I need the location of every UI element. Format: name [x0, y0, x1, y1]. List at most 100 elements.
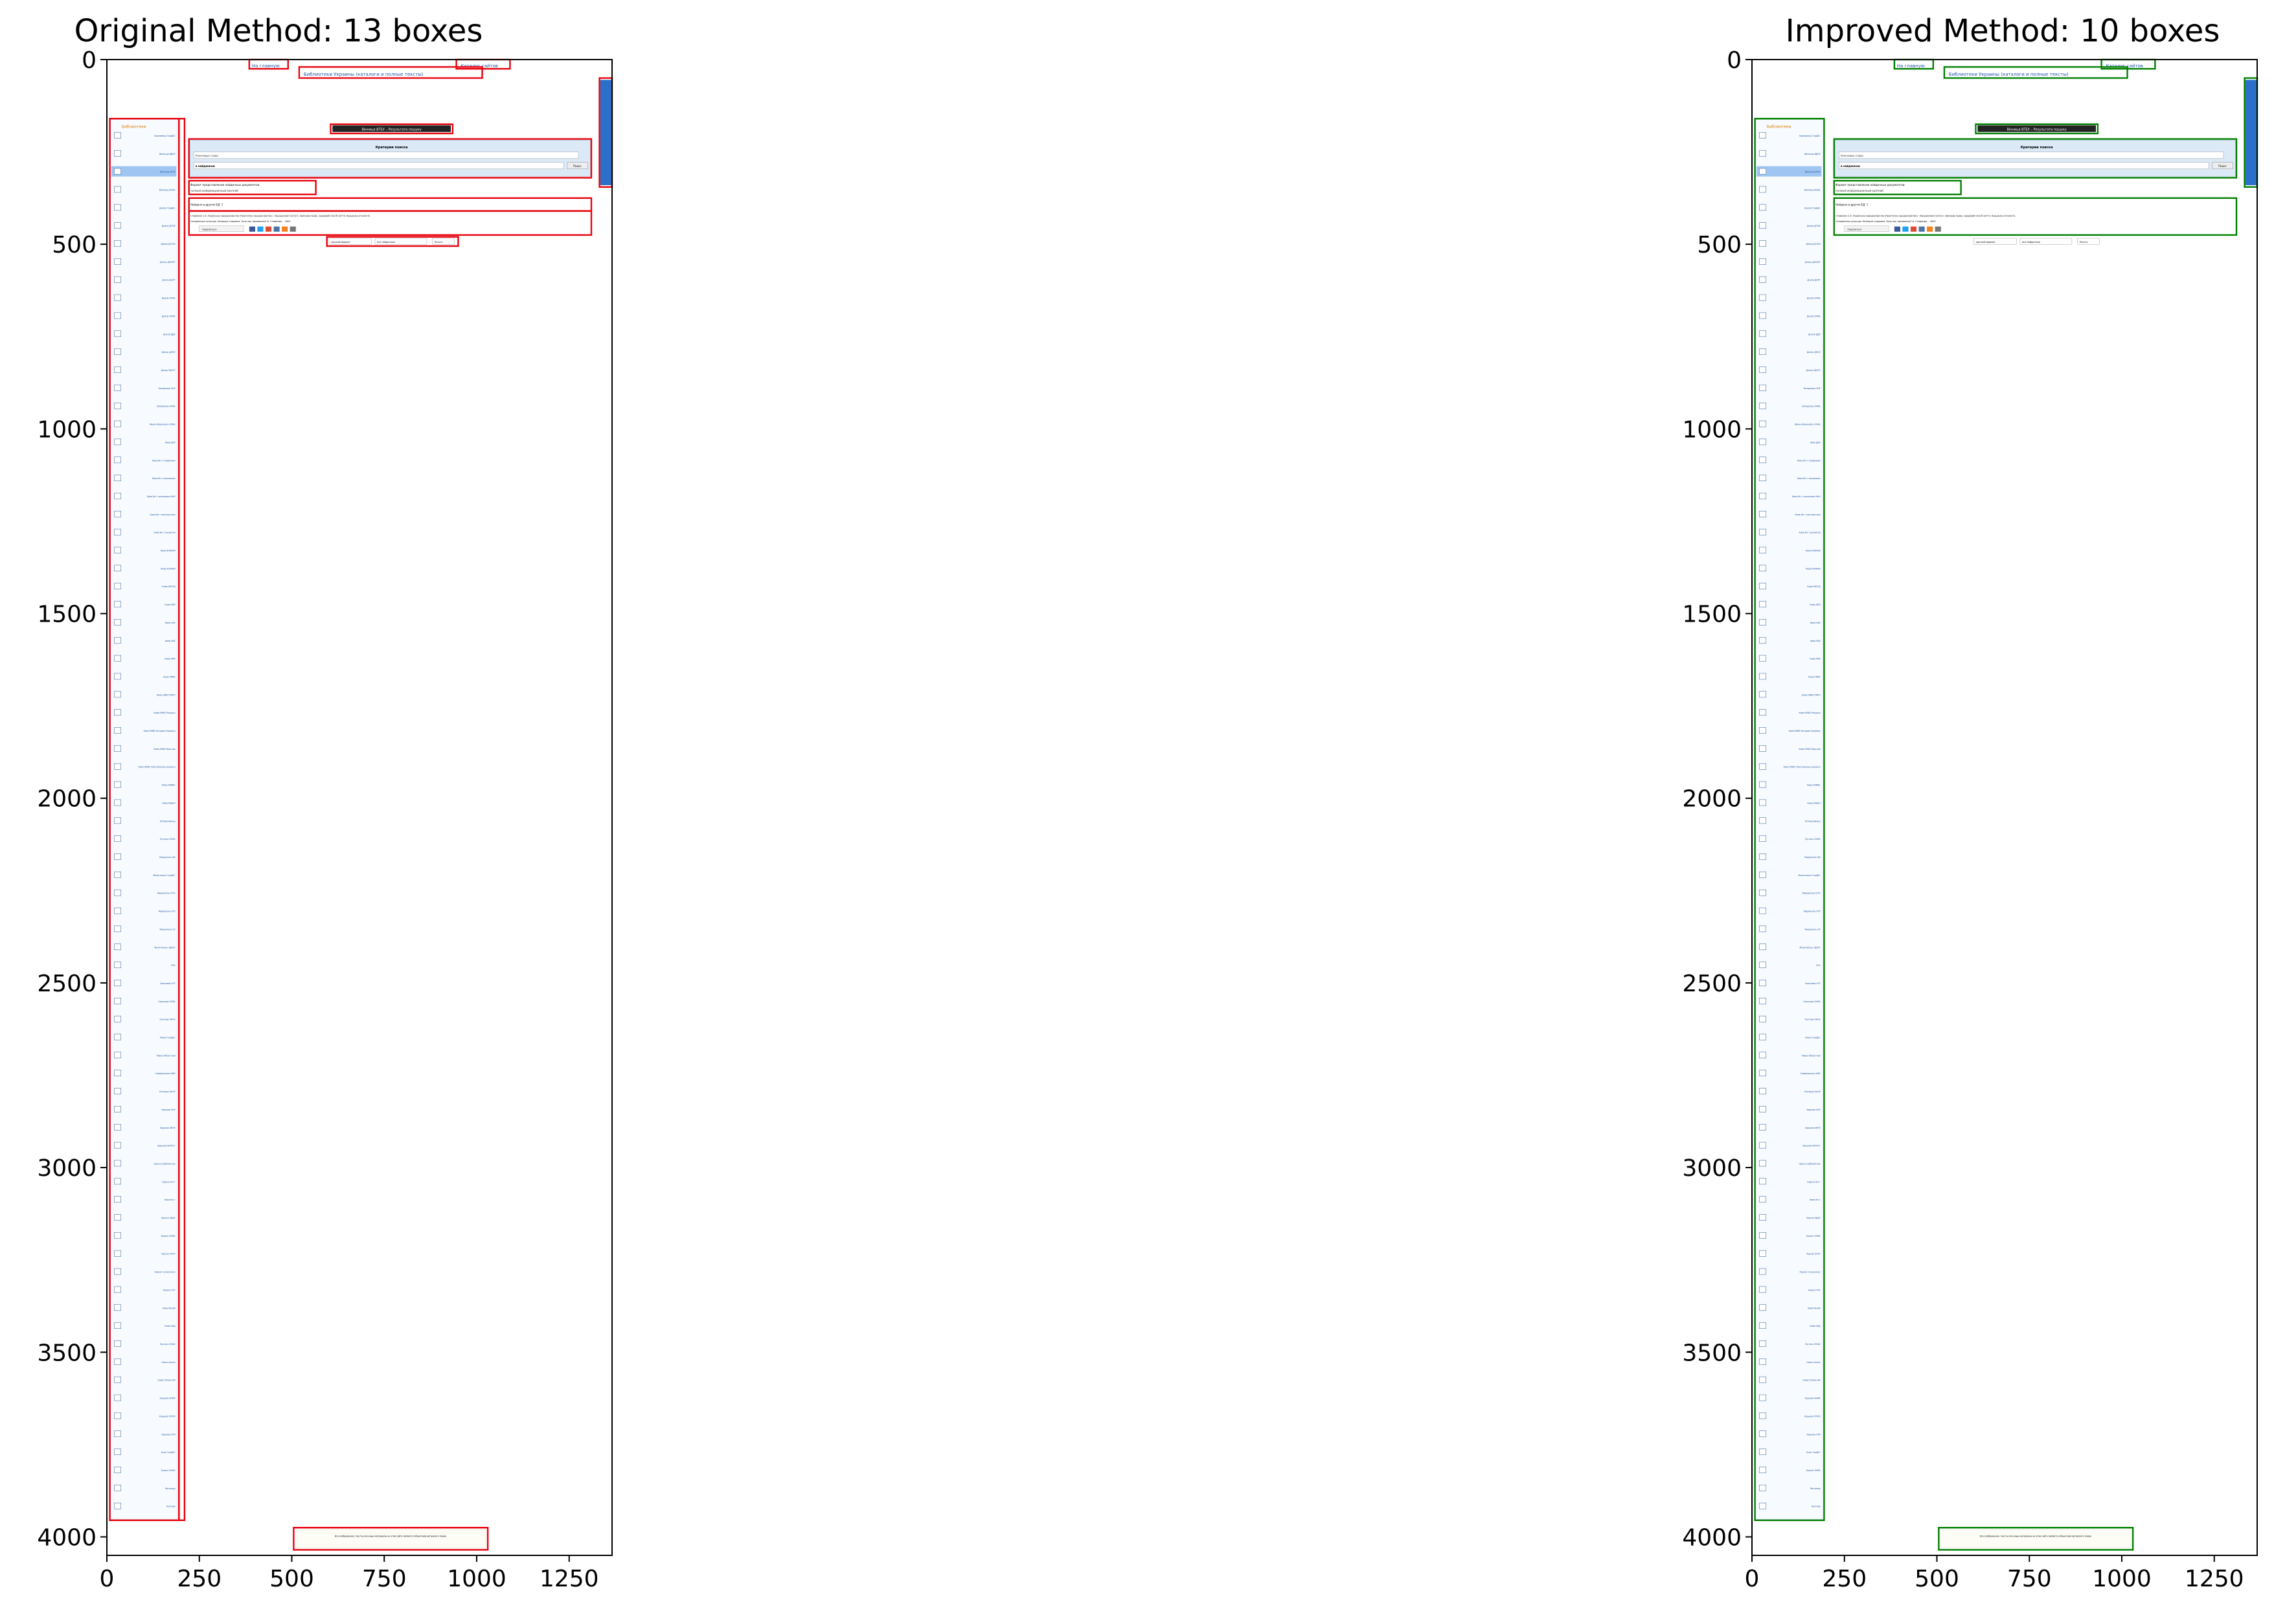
sidebar-item-label: Киев НАУ	[1810, 622, 1821, 624]
chart-improved: На главную Библиотеки Украины (каталоги и…	[1682, 47, 2258, 1592]
sidebar-item-icon	[114, 240, 121, 247]
sidebar-item-label: Херсон ХДАУ	[1806, 1217, 1821, 1219]
x-tick-label: 750	[362, 1566, 407, 1592]
sidebar-item-icon	[114, 493, 121, 499]
panel-original: Original Method: 13 boxes На главную Библ…	[0, 0, 622, 1621]
sidebar-item-icon	[1759, 312, 1766, 319]
sidebar-item-label: Кропивниц ГорЦБС	[154, 135, 176, 137]
sidebar-item-icon	[114, 637, 121, 644]
sidebar-item-icon	[114, 871, 121, 878]
social-icon	[1927, 226, 1933, 232]
social-icon	[273, 226, 280, 232]
sidebar-item-label: Киев НМБУ Ярослав	[1799, 748, 1820, 750]
sidebar-item-label: Днепр ДЛНУ	[162, 351, 176, 354]
sidebar-item-icon	[1759, 709, 1766, 716]
sidebar-item-icon	[114, 222, 121, 229]
bounding-box	[1975, 123, 2099, 135]
sidebar-item-icon	[114, 1232, 121, 1239]
sidebar-item-label: Мелитополь ТДАТУ	[155, 946, 176, 949]
header-link: Каталог сайтов	[460, 63, 497, 69]
found-label: Найдено в других БД: 1	[1836, 203, 1869, 206]
sidebar-item-label: Киев Ин-т геофизики	[152, 459, 176, 462]
sidebar-item-label: Николаев НГУ	[1805, 982, 1821, 985]
record-text: Стефанюк С.К. Українське народознавство …	[1836, 214, 2016, 217]
sidebar-item-icon	[114, 1088, 121, 1094]
sidebar-item-label: Днепр УДХТУ	[1806, 369, 1820, 372]
sidebar-item-label: Киев НМБУ История Украины	[1789, 730, 1821, 732]
sidebar-item-icon	[1759, 1449, 1766, 1455]
header-link: На главную	[1897, 63, 1925, 69]
sidebar-item-label: Киев Ин-т экономики НАН	[1792, 495, 1821, 498]
format-label: Формат представления найденных документо…	[190, 183, 260, 186]
sidebar-item-icon	[114, 601, 121, 607]
sidebar-item-icon	[1759, 204, 1766, 211]
sidebar-item-label: Николаев НГУ	[160, 982, 176, 985]
bounding-box	[188, 210, 593, 236]
sidebar-item-label: Киев НМБУ Ресурсы	[1799, 712, 1821, 714]
sidebar-item-icon	[114, 1033, 121, 1041]
bounding-box	[326, 236, 459, 247]
found-label: Найдено в других БД: 1	[190, 203, 223, 206]
sidebar-item-icon	[1759, 150, 1766, 157]
y-tick-label: 3000	[37, 1155, 97, 1182]
sidebar-item-label: Луганск ЛНАУ	[1805, 1343, 1821, 1346]
y-tick-label: 1500	[37, 602, 97, 628]
sidebar-item-label: Севастополь НИ	[1802, 1379, 1821, 1382]
screenshot-image: На главную Библиотеки Украины (каталоги и…	[1752, 60, 2257, 1555]
sidebar-item-icon	[1759, 1430, 1766, 1438]
sidebar-item-icon	[1759, 1123, 1766, 1131]
sidebar-item-label: Днепр ДГМУ	[1807, 225, 1821, 227]
sidebar-item-icon	[1759, 583, 1766, 590]
search-button	[2212, 162, 2233, 170]
y-tick-label: 4000	[37, 1524, 97, 1551]
sidebar-item-icon	[114, 1106, 121, 1112]
sidebar-item-label: Ивано-Франковск ОУНБ	[150, 423, 176, 426]
sidebar-heading: Библиотеки	[1767, 125, 1791, 130]
sidebar-item-icon	[114, 150, 121, 157]
search-field-label: Ключевые слова	[196, 154, 218, 157]
sidebar-item-label: Киев Ин-т геофизики	[1797, 459, 1821, 462]
footer	[1940, 1529, 2132, 1548]
sidebar-item-label: Киев НМУ	[1810, 658, 1820, 660]
sidebar-item-icon	[114, 1142, 121, 1149]
sidebar-item-icon	[114, 1412, 121, 1419]
record-text: Селядянська культура. Козацька старшина.…	[190, 220, 290, 223]
page-background	[1752, 60, 2257, 1555]
sidebar-item-icon	[114, 781, 121, 788]
sidebar-item-icon	[1759, 1394, 1766, 1401]
sidebar-item-label: Винница ВТЕУ	[1805, 171, 1821, 174]
sidebar-item-label: Киев НУБиП	[1807, 802, 1821, 804]
sidebar-item-label: Мариуполь ОУ	[1805, 928, 1821, 930]
sidebar-item-label: Харьков ХНТУСГ	[1802, 1145, 1821, 1147]
sidebar-item-icon	[1759, 1106, 1766, 1112]
sidebar-item-icon	[114, 1502, 121, 1509]
sidebar-item-icon	[114, 1178, 121, 1185]
sidebar-item-label: Киев НБУ	[1810, 640, 1821, 642]
panel-title: Improved Method: 10 boxes	[1785, 13, 2220, 49]
x-tick-label: 250	[177, 1566, 222, 1592]
bottom-control-label: Печать	[2079, 241, 2087, 243]
sidebar-item-label: Киев Ин-т экономики НАН	[147, 495, 176, 498]
sidebar-item-icon	[114, 962, 121, 968]
format-options: полный информационный краткий	[1836, 189, 1883, 192]
sidebar-item-icon	[114, 312, 121, 319]
y-tick-label: 3000	[1682, 1155, 1742, 1182]
sidebar-item-label: Полтава	[166, 1506, 176, 1508]
y-tick-label: 0	[1727, 47, 1742, 74]
bottom-control	[328, 238, 372, 245]
sidebar-item-icon	[1759, 384, 1766, 391]
y-tick-label: 500	[1697, 232, 1742, 258]
chart-original: На главную Библиотеки Украины (каталоги и…	[37, 47, 613, 1592]
record-text: Стефанюк С.К. Українське народознавство …	[190, 214, 370, 217]
axes-frame	[106, 59, 613, 1556]
sidebar-item-label: Луганск ЛНАУ	[160, 1343, 176, 1346]
sidebar-item-icon	[1759, 962, 1766, 968]
sidebar-item-label: Днепр ГорЦБС	[159, 207, 176, 209]
y-tick-label: 4000	[1682, 1524, 1742, 1551]
social-icon	[282, 226, 288, 232]
sidebar-item-icon	[1759, 168, 1766, 175]
sidebar-item-icon	[114, 294, 121, 301]
format-label: Формат представления найденных документо…	[1836, 183, 1905, 186]
sidebar-item-label: Киев НМБУ История Украины	[144, 730, 176, 732]
social-icon	[1902, 226, 1909, 232]
